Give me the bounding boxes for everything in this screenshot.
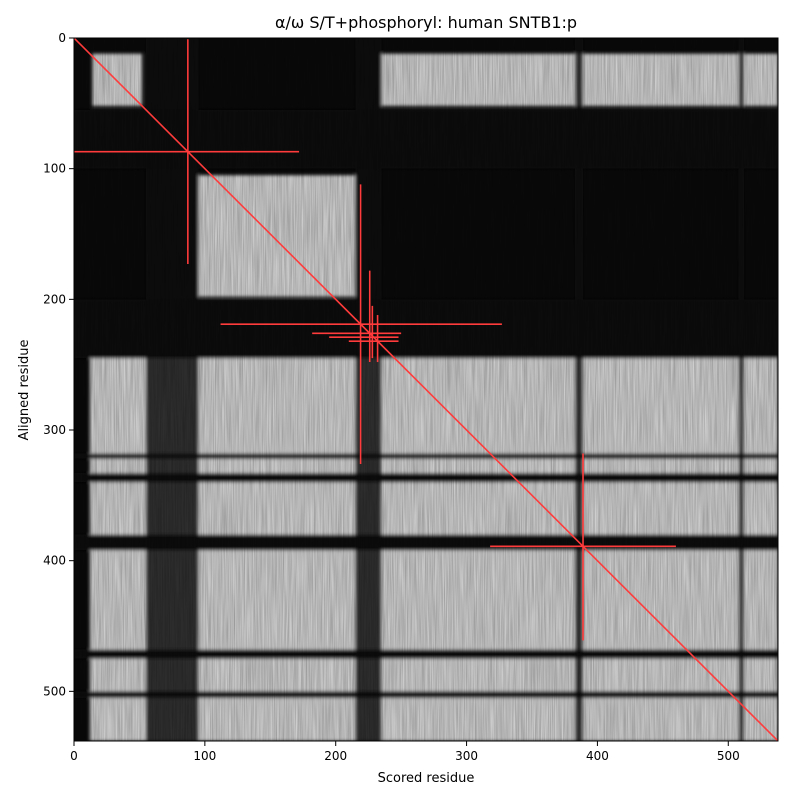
- chart-title: α/ω S/T+phosphoryl: human SNTB1:p: [275, 13, 577, 32]
- plot-area: [74, 38, 778, 741]
- x-tick-label-100: 100: [193, 749, 216, 763]
- y-axis-label: Aligned residue: [17, 340, 32, 441]
- y-axis: 0 100 200 300 400 500: [43, 31, 74, 698]
- x-tick-label-400: 400: [586, 749, 609, 763]
- x-tick-label-200: 200: [324, 749, 347, 763]
- y-tick-label-300: 300: [43, 423, 66, 437]
- x-axis: 0 100 200 300 400 500: [70, 741, 740, 763]
- y-tick-label-100: 100: [43, 162, 66, 176]
- plot-frame: [73, 37, 779, 742]
- y-tick-label-200: 200: [43, 292, 66, 306]
- overlay-layer: [74, 38, 778, 741]
- diagonal-line: [74, 38, 778, 741]
- y-tick-label-0: 0: [58, 31, 66, 45]
- y-tick-label-400: 400: [43, 554, 66, 568]
- x-tick-label-500: 500: [717, 749, 740, 763]
- y-tick-label-500: 500: [43, 684, 66, 698]
- x-tick-label-300: 300: [455, 749, 478, 763]
- x-tick-label-0: 0: [70, 749, 78, 763]
- x-axis-label: Scored residue: [378, 771, 475, 786]
